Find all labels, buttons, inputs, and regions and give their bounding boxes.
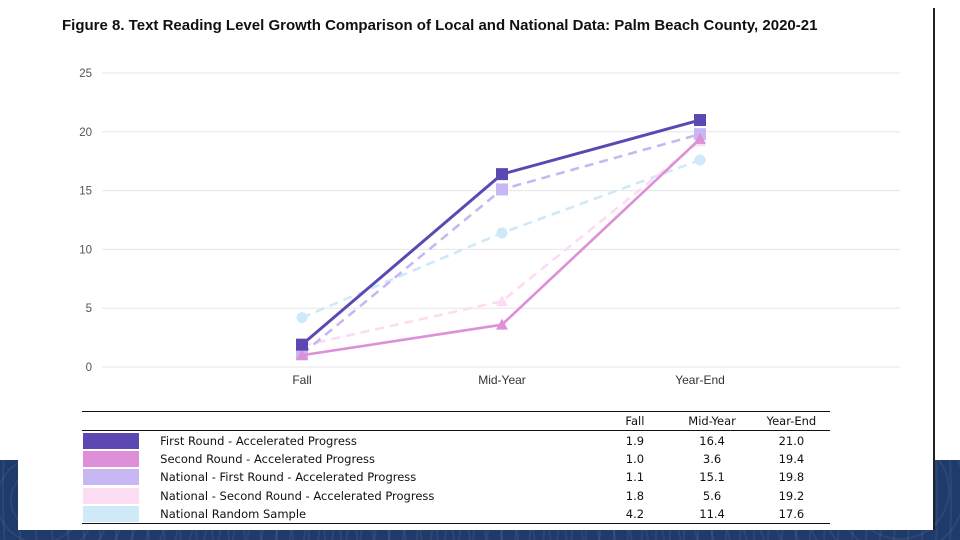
value-cell: 15.1	[699, 470, 725, 485]
data-point	[296, 338, 308, 351]
data-point	[496, 168, 508, 181]
data-point	[496, 183, 508, 196]
x-tick-label-2: Year-End	[675, 373, 725, 387]
right-border-rule	[933, 8, 935, 530]
value-cell: 17.6	[778, 507, 805, 522]
data-point	[694, 154, 706, 166]
y-tick-label: 0	[86, 362, 92, 374]
data-point	[694, 132, 706, 144]
x-axis: Fall Mid-Year Year-End	[292, 373, 724, 387]
chart-series	[296, 114, 706, 361]
data-point	[296, 349, 308, 361]
table-row: National - Second Round - Accelerated Pr…	[82, 487, 830, 505]
header-year-end: Year-End	[766, 414, 817, 429]
x-tick-label-1: Mid-Year	[478, 373, 526, 387]
value-cell: 16.4	[699, 433, 725, 448]
y-tick-label: 15	[79, 186, 92, 198]
series-4	[296, 154, 706, 324]
data-table: Fall Mid-Year Year-End First Round - Acc…	[82, 411, 830, 524]
data-point	[496, 318, 508, 330]
legend-swatch	[83, 506, 139, 523]
value-cell: 19.4	[778, 451, 805, 466]
series-name-cell: National - Second Round - Accelerated Pr…	[160, 488, 435, 503]
value-cell: 21.0	[778, 433, 805, 448]
y-tick-label: 5	[86, 303, 92, 315]
series-name-cell: National Random Sample	[160, 507, 307, 522]
legend-swatch-cell	[82, 487, 144, 505]
legend-swatch	[83, 487, 139, 504]
legend-swatch-cell	[82, 450, 144, 468]
figure-panel	[18, 0, 933, 530]
header-series	[144, 412, 598, 431]
table-header-row: Fall Mid-Year Year-End	[82, 411, 830, 431]
series-0	[296, 114, 706, 351]
legend-swatch-cell	[82, 431, 144, 450]
value-cell: 1.0	[625, 451, 645, 466]
chart-grid	[102, 72, 900, 368]
series-1	[296, 132, 706, 361]
y-tick-label: 20	[79, 127, 92, 139]
header-blank	[82, 412, 144, 431]
data-point	[496, 295, 508, 307]
series-name-cell: Second Round - Accelerated Progress	[160, 451, 376, 466]
y-tick-label: 10	[79, 244, 92, 256]
figure-title: Figure 8. Text Reading Level Growth Comp…	[62, 17, 818, 34]
legend-swatch-cell	[82, 468, 144, 486]
table-row: First Round - Accelerated Progress 1.9 16.…	[82, 431, 830, 450]
value-cell: 1.9	[625, 433, 645, 448]
value-cell: 4.2	[625, 507, 645, 522]
series-name-cell: National - First Round - Accelerated Pro…	[160, 470, 417, 485]
legend-swatch	[83, 450, 139, 467]
header-mid-year: Mid-Year	[688, 414, 736, 429]
value-cell: 3.6	[702, 451, 722, 466]
legend-swatch	[83, 432, 139, 449]
value-cell: 19.2	[778, 488, 805, 503]
value-cell: 5.6	[702, 488, 722, 503]
data-point	[694, 114, 706, 127]
y-axis: 0 5 10 15 20 25	[79, 68, 92, 374]
legend-swatch-cell	[82, 505, 144, 524]
value-cell: 1.8	[625, 488, 645, 503]
legend-swatch	[83, 469, 139, 486]
value-cell: 1.1	[625, 470, 645, 485]
data-point	[296, 312, 308, 324]
table-row: National - First Round - Accelerated Pro…	[82, 468, 830, 486]
table-row: National Random Sample 4.2 11.4 17.6	[82, 505, 830, 524]
table-row: Second Round - Accelerated Progress 1.0 3.…	[82, 450, 830, 468]
series-3	[296, 135, 706, 351]
line-chart: 0 5 10 15 20 25 Fall Mid-Year Year-End	[79, 68, 900, 387]
value-cell: 19.8	[778, 470, 805, 485]
series-line	[301, 140, 701, 348]
series-name-cell: First Round - Accelerated Progress	[160, 433, 357, 448]
header-fall: Fall	[625, 414, 645, 429]
value-cell: 11.4	[699, 507, 725, 522]
x-tick-label-0: Fall	[292, 373, 311, 387]
y-tick-label: 25	[79, 68, 92, 80]
data-point	[496, 227, 508, 239]
